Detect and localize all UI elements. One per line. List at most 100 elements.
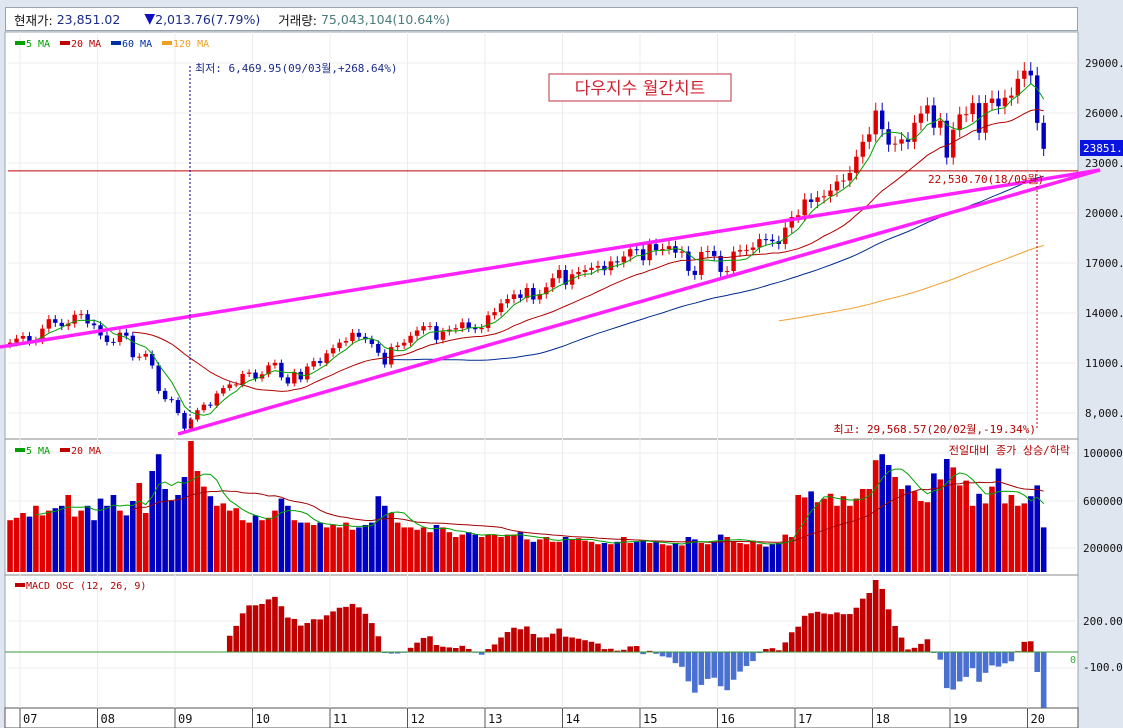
macd-bar: [369, 623, 375, 652]
year-tick-label: 16: [721, 712, 735, 726]
volume-bar: [827, 493, 834, 572]
volume-ma5-line: [35, 468, 1045, 545]
macd-bar: [801, 615, 808, 652]
candle: [867, 134, 872, 142]
volume-bar: [685, 537, 692, 572]
macd-bar: [588, 641, 595, 652]
volume-bar: [78, 510, 84, 572]
macd-bar: [517, 629, 524, 652]
candle: [343, 341, 349, 343]
macd-bar: [504, 632, 511, 652]
candle: [401, 342, 407, 346]
candle: [589, 267, 594, 270]
volume-bar: [272, 510, 278, 572]
candle: [85, 314, 90, 324]
candle: [828, 190, 833, 197]
volume-bar: [931, 473, 937, 572]
candle: [666, 246, 672, 249]
macd-bar: [498, 637, 504, 652]
candle: [14, 338, 19, 343]
price-tick-label: 23000.: [1085, 157, 1123, 170]
candle: [421, 326, 426, 331]
volume-bar: [537, 539, 543, 572]
volume-bar: [601, 543, 608, 572]
ma60-line: [391, 175, 1044, 361]
candle: [679, 251, 685, 253]
volume-color-note: 전일대비 종가 상승/하락: [949, 443, 1070, 457]
macd-bar: [317, 619, 323, 652]
candle: [169, 399, 174, 401]
ma20-swatch: [60, 41, 70, 45]
candle: [615, 261, 620, 263]
year-tick-label: 10: [256, 712, 270, 726]
candle: [808, 199, 814, 202]
upper-trendline[interactable]: [0, 168, 1101, 349]
price-tick-label: 11000.: [1085, 357, 1123, 370]
legend-ma20: 20 MA: [71, 39, 101, 50]
volume-bar: [123, 515, 130, 572]
macd-bar: [763, 649, 769, 652]
macd-bar: [943, 652, 950, 689]
volume-bar: [963, 480, 969, 572]
candle: [337, 342, 342, 349]
volume-bar: [847, 505, 853, 572]
volume-bar: [168, 501, 175, 572]
macd-bar: [608, 648, 614, 652]
candle: [498, 303, 504, 313]
volume-bar: [20, 513, 26, 572]
down-triangle-icon: ▼: [144, 11, 156, 27]
macd-bar: [543, 637, 550, 652]
candles: [7, 62, 1046, 431]
macd-tick-neg100: -100.00: [1083, 661, 1123, 674]
volume-bar: [989, 486, 995, 572]
candle: [660, 248, 665, 251]
volume-bar: [356, 527, 362, 572]
legend-ma5: 5 MA: [26, 39, 50, 50]
volume-bar: [801, 497, 808, 572]
volume-bar: [672, 543, 679, 572]
macd-bar: [330, 611, 336, 652]
candle: [550, 278, 555, 288]
macd-bar: [756, 652, 763, 654]
candle: [195, 410, 200, 420]
grid: [8, 32, 1078, 708]
year-tick-label: 13: [488, 712, 502, 726]
volume-bar: [388, 513, 395, 572]
candle: [886, 129, 891, 145]
volume-bar: [336, 527, 343, 572]
candle: [653, 244, 659, 251]
volume-bar: [362, 525, 369, 572]
candle: [705, 251, 710, 252]
macd-bar: [478, 652, 485, 655]
volume-bar: [918, 501, 924, 572]
volume-bar: [711, 541, 718, 572]
volume-bar: [226, 510, 233, 572]
candle: [569, 274, 575, 285]
candle: [744, 249, 749, 251]
candle: [305, 366, 310, 380]
candle: [466, 322, 471, 329]
macd-bar: [433, 645, 440, 652]
macd-bar: [420, 637, 427, 652]
macd-bar: [362, 613, 369, 652]
legend-vol-ma20: 20 MA: [71, 446, 101, 457]
candle: [330, 348, 336, 354]
price-tick-label: 29000.: [1085, 57, 1123, 70]
year-tick-label: 19: [953, 712, 967, 726]
candle: [750, 247, 756, 250]
price-tick-label: 20000.: [1085, 207, 1123, 220]
price-tick-label: 26000.: [1085, 107, 1123, 120]
candle: [724, 271, 730, 273]
lower-trendline[interactable]: [177, 168, 1101, 436]
candle: [963, 114, 969, 116]
support-annotation: 22,530.70(18/09월): [928, 173, 1044, 186]
candle: [279, 362, 284, 378]
macd-bar: [711, 652, 718, 678]
volume-bar: [633, 541, 640, 572]
volume-bar: [33, 505, 39, 572]
volume-bar: [646, 543, 653, 572]
macd-bar: [685, 652, 692, 682]
candle: [537, 294, 542, 300]
macd-bar: [724, 652, 730, 691]
